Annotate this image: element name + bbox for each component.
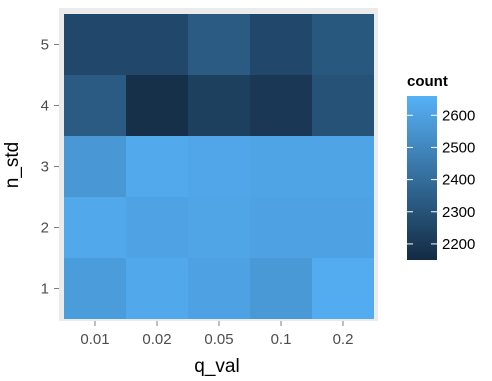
heatmap-cell	[126, 75, 188, 136]
heatmap-cell	[64, 75, 126, 136]
heatmap-cell	[64, 258, 126, 319]
y-tick-label: 3	[41, 159, 49, 176]
heatmap-cell	[188, 75, 250, 136]
x-tick-label: 0.1	[271, 331, 292, 348]
x-axis-title: q_val	[194, 356, 239, 377]
heatmap-cell	[250, 75, 312, 136]
heatmap-cell	[250, 197, 312, 258]
heatmap-cell	[312, 75, 374, 136]
heatmap-cell	[312, 197, 374, 258]
heatmap-cell	[126, 197, 188, 258]
heatmap-cell	[64, 14, 126, 75]
legend-tick-label: 2500	[442, 139, 475, 156]
heatmap-cell	[188, 14, 250, 75]
x-tick-label: 0.2	[333, 331, 354, 348]
legend-tick-label: 2300	[442, 204, 475, 221]
legend-tick-label: 2200	[442, 236, 475, 253]
heatmap-cell	[188, 197, 250, 258]
x-tick-label: 0.02	[142, 331, 171, 348]
legend: count 2200 2300 2400 2500 2600	[407, 73, 475, 260]
legend-ticks: 2200 2300 2400 2500 2600	[407, 107, 475, 253]
heatmap-cell	[250, 14, 312, 75]
x-axis: 0.01 0.02 0.05 0.1 0.2	[80, 321, 353, 348]
heatmap-cell	[64, 197, 126, 258]
heatmap-cell	[250, 136, 312, 197]
heatmap-cell	[312, 14, 374, 75]
y-tick-label: 2	[41, 220, 49, 237]
heatmap-cell	[126, 136, 188, 197]
heatmap-cell	[312, 136, 374, 197]
legend-colorbar	[407, 96, 437, 260]
legend-title: count	[407, 73, 448, 90]
heatmap-cell	[250, 258, 312, 319]
y-axis: 1 2 3 4 5	[41, 37, 59, 298]
y-tick-label: 5	[41, 37, 49, 54]
heatmap-cell	[188, 258, 250, 319]
legend-tick-label: 2400	[442, 172, 475, 189]
heatmap-cell	[126, 14, 188, 75]
heatmap-cell	[312, 258, 374, 319]
y-axis-title: n_std	[2, 142, 23, 188]
y-tick-label: 1	[41, 281, 49, 298]
heatmap-cells	[64, 14, 374, 319]
legend-tick-label: 2600	[442, 107, 475, 124]
heatmap-cell	[64, 136, 126, 197]
x-tick-label: 0.05	[204, 331, 233, 348]
heatmap-cell	[126, 258, 188, 319]
x-tick-label: 0.01	[80, 331, 109, 348]
y-tick-label: 4	[41, 98, 49, 115]
heatmap-cell	[188, 136, 250, 197]
